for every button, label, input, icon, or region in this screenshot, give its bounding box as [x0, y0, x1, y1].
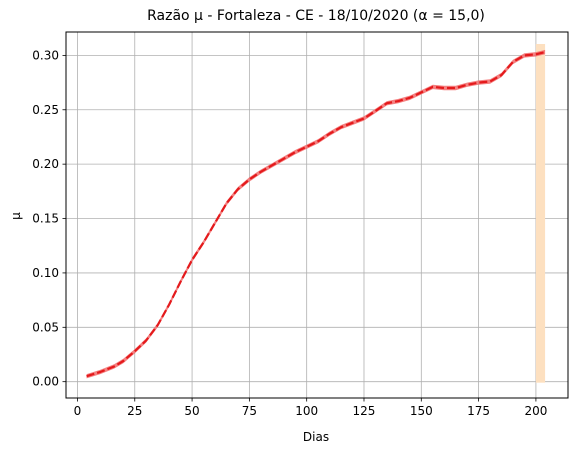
- x-tick-label: 75: [242, 404, 257, 418]
- series-line: [86, 51, 546, 378]
- x-tick-label: 25: [127, 404, 142, 418]
- x-tick-label: 0: [74, 404, 82, 418]
- highlight-span: [535, 44, 546, 383]
- y-tick-label: 0.15: [32, 212, 59, 226]
- y-tick-label: 0.10: [32, 266, 59, 280]
- x-ticks: 0 25 50 75 100 125 150 175 200: [74, 398, 547, 418]
- x-axis-label: Dias: [303, 430, 329, 444]
- band-layer: [86, 49, 546, 379]
- y-tick-label: 0.25: [32, 103, 59, 117]
- grid: [66, 32, 568, 398]
- x-tick-label: 125: [353, 404, 376, 418]
- y-ticks: 0.00 0.05 0.10 0.15 0.20 0.25 0.30: [32, 48, 66, 389]
- x-tick-label: 200: [524, 404, 547, 418]
- highlight-span-layer: [535, 44, 546, 383]
- y-tick-label: 0.20: [32, 157, 59, 171]
- y-tick-label: 0.30: [32, 48, 59, 62]
- x-tick-label: 150: [410, 404, 433, 418]
- chart-title: Razão μ - Fortaleza - CE - 18/10/2020 (α…: [147, 8, 485, 24]
- line-layer: [86, 51, 546, 378]
- plot-frame: [65, 31, 569, 399]
- y-tick-label: 0.05: [32, 320, 59, 334]
- y-tick-label: 0.00: [32, 375, 59, 389]
- x-tick-label: 50: [184, 404, 199, 418]
- x-tick-label: 100: [295, 404, 318, 418]
- confidence-band: [86, 49, 546, 379]
- x-tick-label: 175: [467, 404, 490, 418]
- y-axis-label: μ: [9, 212, 23, 220]
